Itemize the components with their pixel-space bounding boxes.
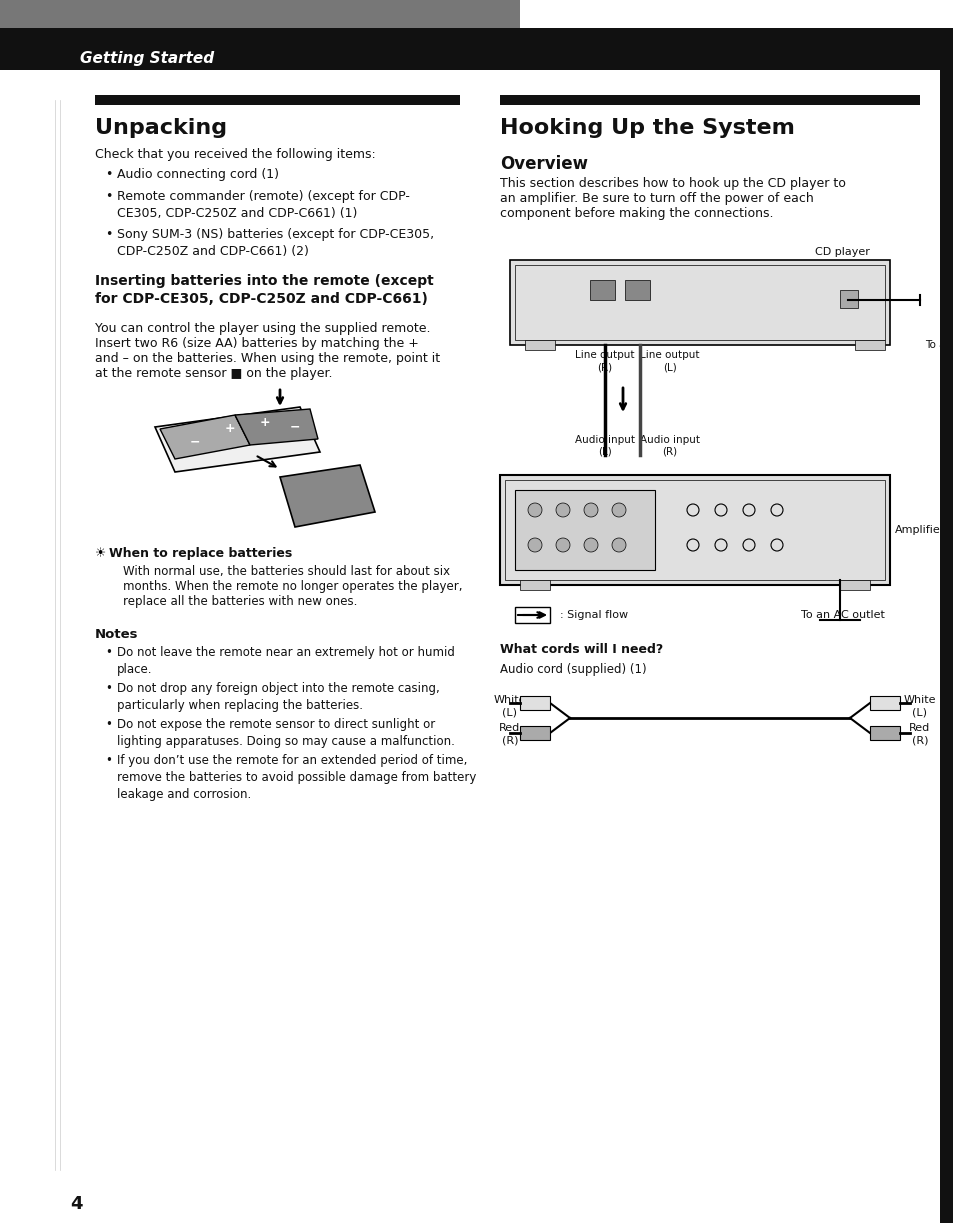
Text: Red
(R): Red (R)	[908, 723, 929, 745]
Text: This section describes how to hook up the CD player to: This section describes how to hook up th…	[499, 177, 845, 190]
Text: •: •	[105, 190, 112, 203]
Bar	[510, 260, 889, 345]
Text: +: +	[259, 417, 270, 429]
Bar	[939, 28, 953, 1223]
Text: If you don’t use the remote for an extended period of time,
remove the batteries: If you don’t use the remote for an exten…	[117, 755, 476, 801]
Polygon shape	[154, 407, 319, 472]
Bar	[840, 580, 869, 589]
Text: White
(L): White (L)	[494, 695, 526, 718]
Circle shape	[527, 538, 541, 552]
Text: +: +	[225, 422, 235, 435]
Text: −: −	[190, 435, 200, 449]
Text: −: −	[290, 421, 300, 433]
Text: Sony SUM-3 (NS) batteries (except for CDP-CE305,
CDP-C250Z and CDP-C661) (2): Sony SUM-3 (NS) batteries (except for CD…	[117, 227, 434, 258]
Text: Unpacking: Unpacking	[95, 117, 227, 138]
Text: •: •	[105, 718, 112, 731]
Text: 4: 4	[70, 1195, 82, 1213]
Text: You can control the player using the supplied remote.: You can control the player using the sup…	[95, 322, 430, 335]
Text: Do not drop any foreign object into the remote casing,
particularly when replaci: Do not drop any foreign object into the …	[117, 682, 439, 712]
Text: Insert two R6 (size AA) batteries by matching the +: Insert two R6 (size AA) batteries by mat…	[95, 338, 418, 350]
Text: •: •	[105, 168, 112, 181]
Text: To an AC outlet: To an AC outlet	[924, 340, 953, 350]
Bar	[0, 28, 953, 70]
Circle shape	[612, 538, 625, 552]
Text: When to replace batteries: When to replace batteries	[109, 547, 292, 560]
Text: Audio connecting cord (1): Audio connecting cord (1)	[117, 168, 278, 181]
Text: at the remote sensor ■ on the player.: at the remote sensor ■ on the player.	[95, 367, 333, 380]
Text: ☀: ☀	[95, 547, 106, 560]
Bar	[869, 696, 899, 711]
Text: Audio input
(L): Audio input (L)	[575, 434, 635, 457]
Bar	[515, 490, 655, 570]
Bar	[515, 607, 550, 623]
Text: Audio input
(R): Audio input (R)	[639, 434, 700, 457]
Text: an amplifier. Be sure to turn off the power of each: an amplifier. Be sure to turn off the po…	[499, 192, 813, 205]
Text: months. When the remote no longer operates the player,: months. When the remote no longer operat…	[123, 580, 462, 593]
Text: Do not leave the remote near an extremely hot or humid
place.: Do not leave the remote near an extremel…	[117, 646, 455, 676]
Bar	[524, 340, 555, 350]
Polygon shape	[160, 415, 250, 459]
Circle shape	[527, 503, 541, 517]
Circle shape	[556, 538, 569, 552]
Bar	[869, 726, 899, 740]
Circle shape	[583, 538, 598, 552]
Text: Remote commander (remote) (except for CDP-
CE305, CDP-C250Z and CDP-C661) (1): Remote commander (remote) (except for CD…	[117, 190, 410, 220]
Text: Check that you received the following items:: Check that you received the following it…	[95, 148, 375, 161]
Text: Overview: Overview	[499, 155, 587, 172]
Bar	[515, 265, 884, 340]
Text: Getting Started: Getting Started	[80, 51, 213, 66]
Text: CD player: CD player	[814, 247, 869, 257]
Text: Line output
(R): Line output (R)	[575, 350, 634, 372]
Text: White
(L): White (L)	[902, 695, 935, 718]
Bar	[519, 580, 550, 589]
Text: To an AC outlet: To an AC outlet	[801, 610, 884, 620]
Text: Red
(R): Red (R)	[498, 723, 520, 745]
Circle shape	[556, 503, 569, 517]
Bar	[499, 95, 919, 105]
Text: Audio cord (supplied) (1): Audio cord (supplied) (1)	[499, 663, 646, 676]
Text: Notes: Notes	[95, 627, 138, 641]
Bar	[589, 280, 615, 300]
Text: •: •	[105, 682, 112, 695]
Bar	[0, 0, 519, 28]
Text: Amplifier: Amplifier	[894, 525, 944, 534]
Bar	[95, 95, 459, 105]
Bar	[504, 479, 884, 580]
Text: Do not expose the remote sensor to direct sunlight or
lighting apparatuses. Doin: Do not expose the remote sensor to direc…	[117, 718, 455, 748]
Polygon shape	[234, 408, 317, 445]
Polygon shape	[280, 465, 375, 527]
Bar	[840, 290, 857, 308]
Text: Inserting batteries into the remote (except
for CDP-CE305, CDP-C250Z and CDP-C66: Inserting batteries into the remote (exc…	[95, 274, 434, 307]
Bar	[499, 475, 889, 585]
Text: : Signal flow: : Signal flow	[559, 610, 627, 620]
Text: •: •	[105, 646, 112, 659]
Bar	[854, 340, 884, 350]
Text: What cords will I need?: What cords will I need?	[499, 643, 662, 656]
Text: replace all the batteries with new ones.: replace all the batteries with new ones.	[123, 596, 357, 608]
Bar	[519, 696, 550, 711]
Text: Line output
(L): Line output (L)	[639, 350, 699, 372]
Text: and – on the batteries. When using the remote, point it: and – on the batteries. When using the r…	[95, 352, 439, 364]
Text: •: •	[105, 227, 112, 241]
Circle shape	[612, 503, 625, 517]
Text: Hooking Up the System: Hooking Up the System	[499, 117, 794, 138]
Bar	[519, 726, 550, 740]
Text: With normal use, the batteries should last for about six: With normal use, the batteries should la…	[123, 565, 450, 578]
Circle shape	[583, 503, 598, 517]
Text: component before making the connections.: component before making the connections.	[499, 207, 773, 220]
Text: •: •	[105, 755, 112, 767]
Bar	[624, 280, 649, 300]
